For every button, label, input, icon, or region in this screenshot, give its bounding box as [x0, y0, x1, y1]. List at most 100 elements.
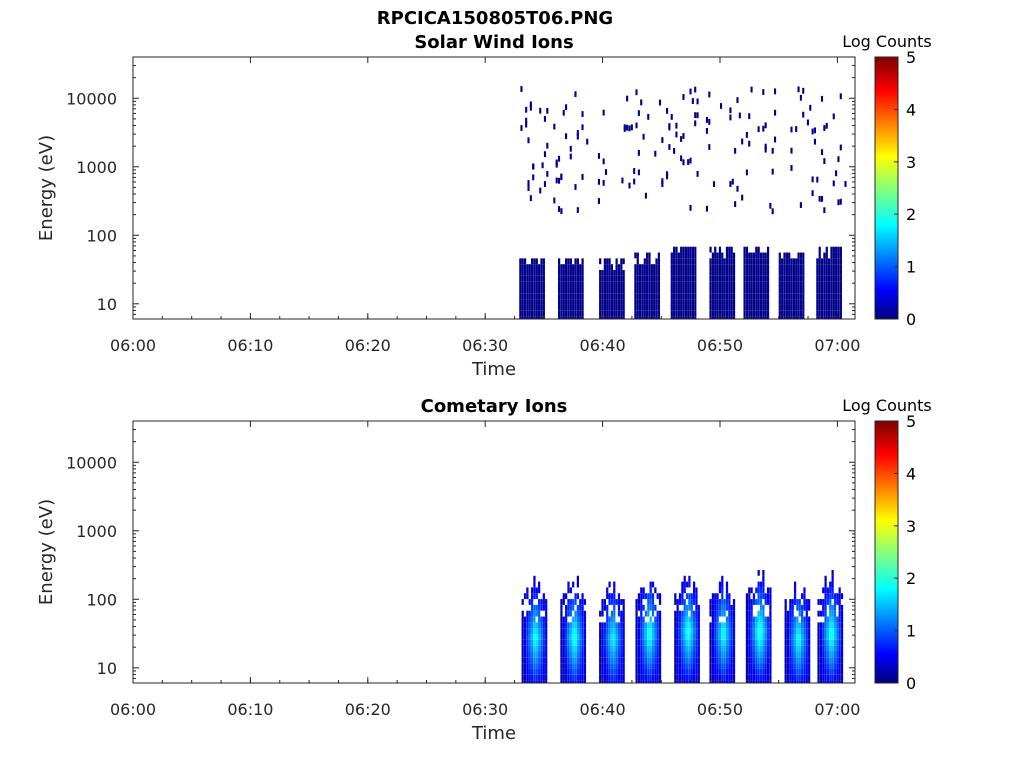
heatmap-cell — [644, 645, 648, 652]
heatmap-cell — [823, 125, 826, 131]
heatmap-cell — [696, 98, 699, 105]
heatmap-cell — [538, 599, 541, 605]
heatmap-cell — [723, 645, 726, 652]
heatmap-cell — [658, 651, 662, 658]
heatmap-cell — [757, 569, 760, 576]
heatmap-cell — [752, 651, 756, 658]
heatmap-cell — [803, 651, 806, 658]
heatmap-cell — [831, 680, 834, 683]
heatmap-cell — [799, 258, 803, 265]
heatmap-cell — [797, 299, 800, 305]
heatmap-cell — [683, 668, 686, 675]
heatmap-cell — [684, 281, 688, 288]
heatmap-cell — [755, 680, 758, 683]
heatmap-cell — [709, 258, 712, 265]
heatmap-cell — [714, 258, 717, 265]
heatmap-cell — [796, 674, 799, 681]
heatmap-cell — [838, 610, 841, 617]
heatmap-cell — [750, 599, 753, 605]
heatmap-cell — [530, 610, 534, 617]
heatmap-cell — [830, 299, 833, 305]
heatmap-cell — [673, 252, 676, 259]
heatmap-cell — [681, 651, 684, 658]
heatmap-cell — [567, 587, 570, 594]
heatmap-cell — [654, 651, 657, 658]
heatmap-cell — [802, 270, 805, 276]
heatmap-cell — [642, 634, 645, 640]
heatmap-cell — [599, 663, 602, 669]
heatmap-cell — [641, 287, 644, 294]
heatmap-cell — [635, 657, 638, 664]
heatmap-cell — [818, 299, 821, 305]
heatmap-cell — [732, 610, 736, 617]
heatmap-cell — [797, 293, 800, 300]
heatmap-cell — [685, 645, 689, 652]
heatmap-cell — [766, 299, 770, 305]
heatmap-cell — [688, 604, 691, 611]
heatmap-cell — [560, 668, 563, 675]
heatmap-cell — [728, 610, 731, 617]
heatmap-cell — [797, 86, 800, 93]
heatmap-cell — [783, 316, 786, 319]
heatmap-cell — [628, 182, 631, 189]
heatmap-cell — [637, 169, 640, 176]
heatmap-cell — [553, 123, 556, 130]
heatmap-cell — [786, 639, 790, 646]
heatmap-cell — [535, 674, 538, 681]
heatmap-cell — [748, 663, 751, 669]
heatmap-cell — [601, 299, 604, 305]
heatmap-cell — [653, 310, 656, 317]
heatmap-cell — [562, 281, 565, 288]
heatmap-cell — [608, 645, 611, 652]
heatmap-cell — [569, 316, 572, 319]
heatmap-cell — [762, 593, 765, 600]
heatmap-cell — [654, 587, 657, 594]
heatmap-cell — [655, 258, 658, 265]
heatmap-cell — [836, 628, 839, 635]
heatmap-cell — [687, 299, 690, 305]
heatmap-cell — [823, 293, 826, 300]
heatmap-cell — [681, 587, 684, 594]
heatmap-cell — [725, 645, 729, 652]
heatmap-cell — [778, 264, 781, 271]
heatmap-cell — [725, 674, 729, 681]
heatmap-cell — [658, 645, 662, 652]
heatmap-cell — [530, 616, 534, 623]
heatmap-cell — [716, 680, 719, 683]
heatmap-cell — [576, 264, 579, 271]
heatmap-cell — [572, 604, 575, 611]
heatmap-cell — [606, 680, 609, 683]
heatmap-cell — [622, 680, 625, 683]
heatmap-cell — [620, 634, 623, 640]
heatmap-cell — [684, 287, 688, 294]
x-tick-label: 06:40 — [580, 336, 626, 355]
heatmap-cell — [730, 628, 733, 635]
heatmap-cell — [649, 674, 652, 681]
heatmap-cell — [800, 634, 804, 640]
heatmap-cell — [824, 668, 827, 675]
heatmap-cell — [728, 275, 731, 282]
heatmap-cell — [543, 151, 547, 158]
heatmap-cell — [802, 293, 805, 300]
heatmap-cell — [714, 657, 717, 664]
heatmap-cell — [648, 264, 651, 271]
heatmap-cell — [835, 246, 838, 253]
heatmap-cell — [579, 604, 582, 611]
heatmap-cell — [520, 86, 523, 92]
heatmap-cell — [642, 674, 645, 681]
heatmap-cell — [755, 645, 758, 652]
heatmap-cell — [650, 275, 653, 282]
heatmap-cell — [729, 181, 732, 187]
heatmap-cell — [764, 299, 767, 305]
heatmap-cell — [528, 680, 531, 683]
heatmap-cell — [533, 622, 536, 629]
heatmap-cell — [759, 293, 763, 300]
heatmap-cell — [705, 117, 709, 123]
heatmap-cell — [691, 252, 695, 259]
heatmap-cell — [519, 293, 522, 300]
heatmap-cell — [723, 604, 726, 611]
heatmap-cell — [542, 663, 545, 669]
heatmap-cell — [748, 651, 751, 658]
heatmap-cell — [610, 610, 614, 617]
heatmap-cell — [725, 258, 729, 265]
